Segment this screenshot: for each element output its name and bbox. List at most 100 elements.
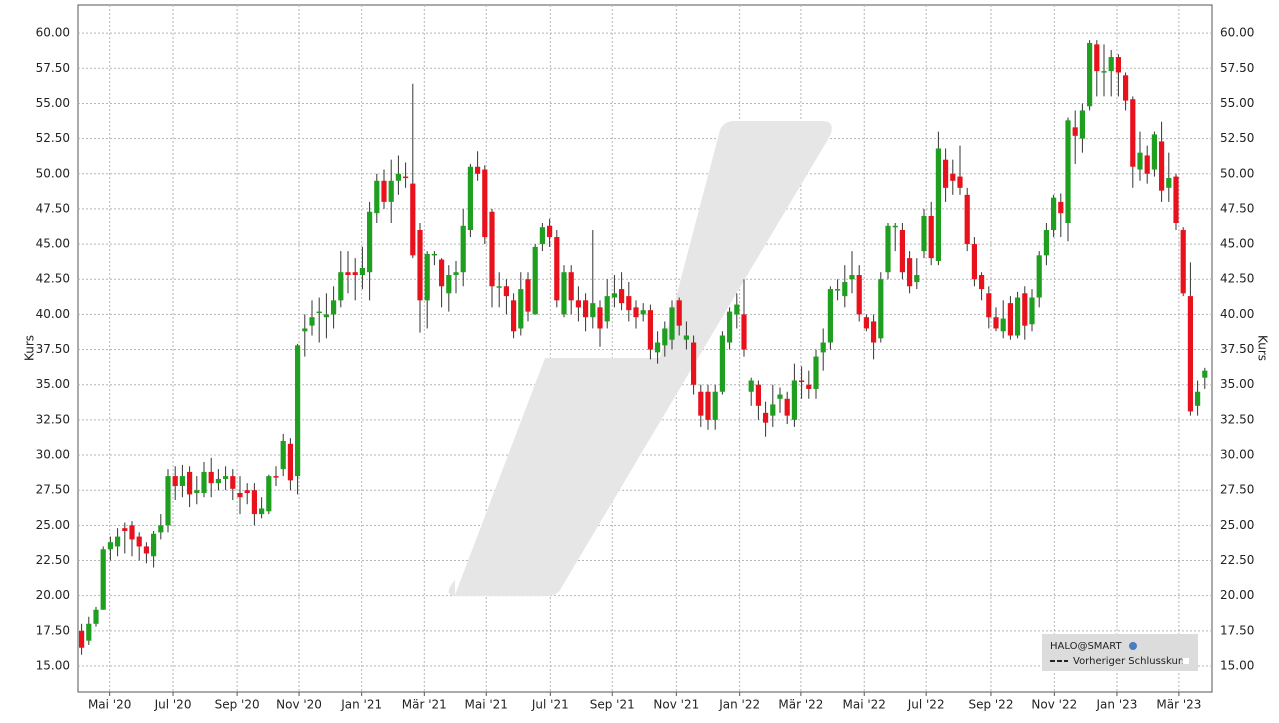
y-tick-label: 35.00 [36,377,70,391]
candle-body [669,307,675,340]
candle-body [374,180,380,214]
candle-body [1087,42,1093,107]
candle-body [705,391,711,420]
candle-body [741,314,747,350]
x-tick-label: Sep '20 [215,698,260,712]
candle-body [359,267,365,276]
candle-body [388,180,394,202]
candle-body [943,159,949,188]
candle-body [381,180,387,202]
candle-body [921,215,927,252]
candle-body [655,342,661,353]
y2-tick-label: 32.50 [1220,412,1254,426]
candle-body [129,525,135,540]
candle-body [784,398,790,416]
candle-body [93,609,99,624]
candle-body [1195,391,1201,406]
candle-body [136,536,142,547]
candle-body [691,342,697,385]
y2-tick-label: 17.50 [1220,623,1254,637]
candle-body [1166,177,1172,188]
candle-body [237,493,243,498]
y2-tick-label: 15.00 [1220,658,1254,672]
candle-body [1159,141,1165,191]
candle-body [165,476,171,526]
candle-body [1173,176,1179,223]
candle-body [611,293,617,298]
candle-body [1015,297,1021,336]
candle-body [1065,120,1071,223]
y2-tick-label: 57.50 [1220,61,1254,75]
candle-body [986,293,992,318]
x-tick-label: Mär '22 [778,698,823,712]
x-tick-label: Jul '22 [907,698,945,712]
axis-labels: 15.00 15.00 17.50 17.50 20.00 20.00 22.50 22.50… [36,26,1255,712]
x-tick-label: Jul '20 [154,698,192,712]
candle-body [907,258,913,287]
y2-tick-label: 25.00 [1220,518,1254,532]
candle-body [431,253,437,256]
candle-body [806,384,812,389]
candle-body [467,166,473,231]
y2-axis-title: Kurs [1256,335,1270,361]
candle-body [561,272,567,315]
watermark [448,121,832,596]
candle-body [151,533,157,557]
y2-tick-label: 45.00 [1220,237,1254,251]
candle-body [223,476,229,479]
candle-body [79,630,85,648]
candle-body [957,176,963,188]
candle-body [842,282,848,297]
candle-body [475,166,481,174]
candle-body [935,148,941,261]
candle-body [827,289,833,343]
candle-body [763,412,769,423]
y2-tick-label: 42.50 [1220,272,1254,286]
candle-body [626,296,632,311]
candle-body [1007,303,1013,336]
candle-body [575,300,581,308]
candle-body [899,230,905,273]
legend-icon [1129,642,1137,650]
candle-body [215,478,221,484]
x-tick-label: Mai '20 [88,698,131,712]
candle-body [1051,197,1057,231]
y-tick-label: 60.00 [36,26,70,40]
candle-body [979,275,985,290]
x-tick-label: Jan '22 [718,698,760,712]
candles [79,40,1208,655]
x-tick-label: Sep '22 [968,698,1013,712]
x-tick-label: Mär '21 [402,698,447,712]
candle-body [813,356,819,389]
candle-body [878,279,884,339]
candle-body [820,342,826,353]
candle-body [496,286,502,288]
candle-body [1043,230,1049,256]
candle-body [619,289,625,304]
candle-body [424,253,430,301]
candle-body [835,289,841,291]
candle-body [295,345,301,477]
candle-body [403,176,409,179]
candle-body [316,311,322,314]
candle-body [338,272,344,301]
candle-body [683,335,689,340]
y2-tick-label: 20.00 [1220,588,1254,602]
candle-body [187,471,193,495]
y2-tick-label: 50.00 [1220,166,1254,180]
y-tick-label: 30.00 [36,448,70,462]
candle-body [1144,155,1150,174]
candle-body [1130,99,1136,167]
candle-body [194,490,200,494]
candle-body [1036,255,1042,298]
candle-body [1094,44,1100,72]
candle-body [1115,57,1121,73]
candle-body [554,237,560,301]
x-tick-label: Jul '21 [531,698,569,712]
candle-body [1180,230,1186,294]
candle-body [417,230,423,301]
y2-tick-label: 60.00 [1220,26,1254,40]
legend-box [1042,634,1198,671]
candle-body [251,490,257,515]
